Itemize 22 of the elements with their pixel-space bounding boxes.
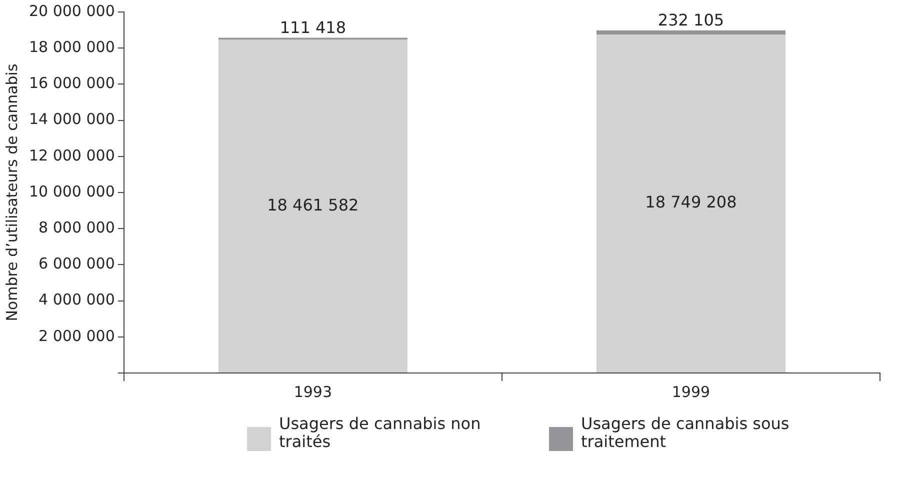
y-tick-label: 14 000 000 <box>28 110 115 128</box>
legend-label: Usagers de cannabis non traités <box>279 414 482 451</box>
y-tick-label: 8 000 000 <box>38 218 115 236</box>
bar <box>218 40 408 372</box>
legend-label: Usagers de cannabis sous traitement <box>581 414 790 451</box>
x-tick-label: 1993 <box>294 382 332 401</box>
y-tick-label: 6 000 000 <box>38 254 115 273</box>
y-tick-label: 12 000 000 <box>28 146 115 164</box>
data-label: 111 418 <box>280 18 346 37</box>
bar <box>596 30 786 35</box>
y-tick-label: 16 000 000 <box>28 74 115 92</box>
data-label: 232 105 <box>658 10 724 30</box>
data-label: 18 461 582 <box>267 195 359 214</box>
bar <box>596 34 786 372</box>
y-tick-label: 20 000 000 <box>28 2 115 20</box>
y-tick-label: 18 000 000 <box>28 38 115 56</box>
y-tick-label: 10 000 000 <box>28 182 115 200</box>
y-tick-label: 2 000 000 <box>38 326 115 345</box>
x-tick-label: 1999 <box>672 382 710 401</box>
y-axis-title: Nombre d’utilisateurs de cannabis <box>2 64 21 322</box>
y-tick-label: 4 000 000 <box>38 290 115 309</box>
data-label: 18 749 208 <box>645 192 737 212</box>
